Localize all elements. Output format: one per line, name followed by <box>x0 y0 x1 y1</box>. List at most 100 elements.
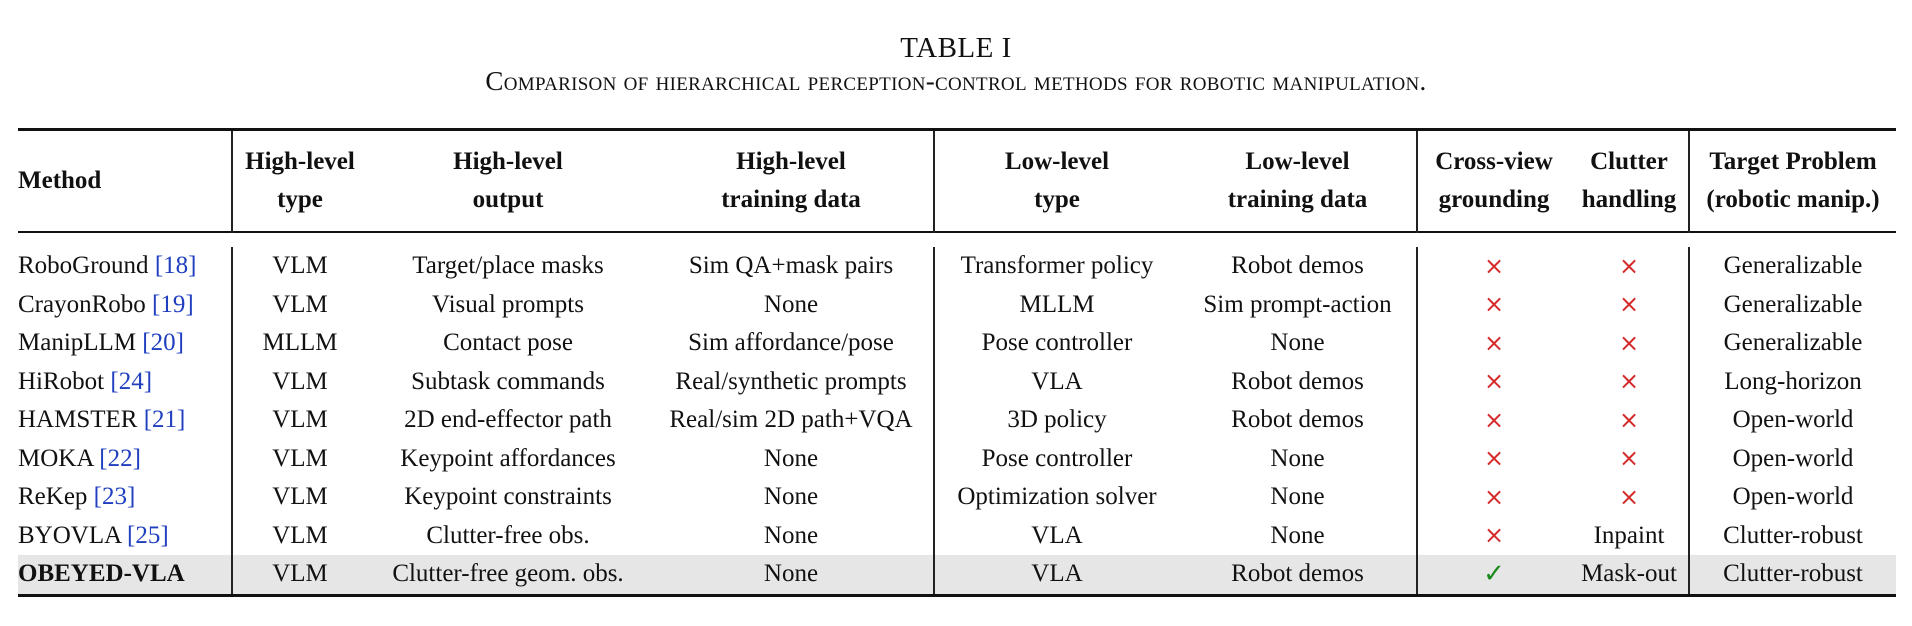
cell-target: Long-horizon <box>1689 363 1896 402</box>
method-name: OBEYED-VLA <box>18 560 185 588</box>
cell-hl-type-value: VLM <box>272 560 328 588</box>
citation-link: [24] <box>110 367 153 395</box>
cell-clutter: × <box>1570 247 1690 286</box>
cell-target: Clutter-robust <box>1689 555 1896 594</box>
cell-hl-output: Contact pose <box>367 324 649 363</box>
cell-clutter: Mask-out <box>1570 555 1690 594</box>
method-name: ReKep <box>18 483 88 511</box>
cell-ll-type: VLA <box>934 363 1179 402</box>
cell-hl-output: Subtask commands <box>367 363 649 402</box>
cell-cross-view: ✓ <box>1417 555 1570 594</box>
table-row: BYOVLA [25] VLM Clutter-free obs. None VLA No… <box>18 516 1896 556</box>
cell-hl-type-value: VLM <box>272 252 328 280</box>
cross-mark-icon: × <box>1483 367 1505 396</box>
cross-mark-icon: × <box>1483 444 1505 473</box>
cell-ll-data-value: None <box>1270 483 1325 511</box>
table-row: HiRobot [24] VLM Subtask commands Real/synt… <box>18 362 1896 402</box>
cell-hl-type-value: VLM <box>272 290 328 318</box>
cell-ll-data-value: Robot demos <box>1231 406 1364 434</box>
cross-mark-icon: × <box>1618 251 1640 280</box>
cell-ll-type-value: MLLM <box>1019 290 1095 318</box>
cell-clutter-value: Inpaint <box>1593 521 1665 549</box>
cell-ll-type: Transformer policy <box>934 247 1179 286</box>
cell-target-value: Open-world <box>1732 406 1854 434</box>
cell-cross-view: × <box>1417 247 1570 286</box>
citation-link: [22] <box>99 444 141 472</box>
cell-method: ReKep [23] <box>18 478 233 517</box>
cell-target-value: Generalizable <box>1723 252 1863 280</box>
cell-target: Open-world <box>1689 401 1896 440</box>
cell-cross-view: × <box>1417 401 1570 440</box>
table-number: TABLE I <box>900 32 1012 64</box>
cross-mark-icon: × <box>1618 367 1640 396</box>
cell-ll-type: 3D policy <box>934 401 1179 440</box>
cell-ll-data-value: Robot demos <box>1231 367 1364 395</box>
cell-hl-output: Keypoint affordances <box>367 440 649 479</box>
cell-target-value: Long-horizon <box>1724 367 1862 395</box>
cell-clutter: × <box>1570 324 1690 363</box>
citation-link: [19] <box>152 290 194 318</box>
cell-ll-data-value: Sim prompt-action <box>1203 290 1392 318</box>
cell-clutter: × <box>1570 478 1690 517</box>
table-row: MOKA [22] VLM Keypoint affordances None Pose… <box>18 439 1896 479</box>
header-ll-data: Low-level training data <box>1179 131 1418 232</box>
cell-ll-type-value: VLA <box>1031 521 1083 549</box>
cell-hl-data-value: None <box>763 521 819 549</box>
cell-target-value: Clutter-robust <box>1723 560 1863 588</box>
cell-hl-data-value: Sim QA+mask pairs <box>688 252 894 280</box>
cross-mark-icon: × <box>1483 290 1505 319</box>
cell-method: HiRobot [24] <box>18 362 233 401</box>
cell-hl-data-value: None <box>763 560 819 588</box>
method-name: MOKA <box>18 444 94 472</box>
cell-clutter: × <box>1570 439 1690 478</box>
cell-ll-type-value: Pose controller <box>981 329 1133 357</box>
method-name: CrayonRobo <box>18 290 146 318</box>
method-name: ManipLLM <box>18 329 137 357</box>
cell-cross-view: × <box>1417 478 1570 517</box>
cell-hl-output-value: Clutter-free geom. obs. <box>392 560 624 588</box>
cross-mark-icon: × <box>1618 290 1640 319</box>
cell-hl-type: VLM <box>232 363 367 402</box>
table-row-ours: OBEYED-VLA VLM Clutter-free geom. obs. None… <box>18 555 1896 594</box>
cell-ll-data-value: None <box>1270 329 1325 357</box>
cross-mark-icon: × <box>1483 328 1505 357</box>
method-name: HiRobot <box>18 367 105 395</box>
cell-ll-data-value: None <box>1270 521 1325 549</box>
citation-link: [20] <box>142 329 184 357</box>
cell-ll-data-value: None <box>1270 444 1325 472</box>
cell-ll-data: None <box>1179 478 1418 517</box>
cell-hl-type-value: VLM <box>272 444 328 472</box>
cell-method: OBEYED-VLA <box>18 555 233 594</box>
method-name: HAMSTER <box>18 406 138 434</box>
cell-hl-type: VLM <box>232 555 367 594</box>
cell-target: Generalizable <box>1689 247 1896 286</box>
cell-hl-output-value: 2D end-effector path <box>404 406 612 434</box>
cell-hl-type: VLM <box>232 440 367 479</box>
header-hl-data: High-level training data <box>649 131 935 232</box>
cell-hl-type: VLM <box>232 401 367 440</box>
header-hl-output: High-level output <box>453 148 563 213</box>
cell-cross-view: × <box>1417 324 1570 363</box>
cell-cross-view: × <box>1417 286 1570 325</box>
cell-hl-data: Sim affordance/pose <box>649 324 935 363</box>
cell-hl-type: VLM <box>232 286 367 325</box>
cell-hl-data: None <box>649 516 935 555</box>
header-ll-type: Low-level type <box>1004 148 1110 213</box>
cell-hl-type: VLM <box>232 478 367 517</box>
cell-ll-type: VLA <box>934 517 1179 556</box>
bottom-rule <box>18 593 1896 597</box>
cell-ll-type-value: Optimization solver <box>957 483 1157 511</box>
cell-hl-output-value: Visual prompts <box>432 290 584 318</box>
cell-clutter: Inpaint <box>1570 516 1690 555</box>
cell-method: RoboGround [18] <box>18 247 233 286</box>
cell-ll-type-value: VLA <box>1031 560 1083 588</box>
cell-ll-data: Sim prompt-action <box>1179 285 1418 324</box>
cross-mark-icon: × <box>1483 521 1505 550</box>
cell-hl-type-value: VLM <box>272 521 328 549</box>
cell-hl-data: None <box>649 555 935 594</box>
cell-hl-type-value: VLM <box>272 367 328 395</box>
cell-hl-output: 2D end-effector path <box>367 401 649 440</box>
cell-target: Open-world <box>1689 478 1896 517</box>
cell-hl-type: MLLM <box>232 324 367 363</box>
cell-target-value: Generalizable <box>1723 329 1863 357</box>
